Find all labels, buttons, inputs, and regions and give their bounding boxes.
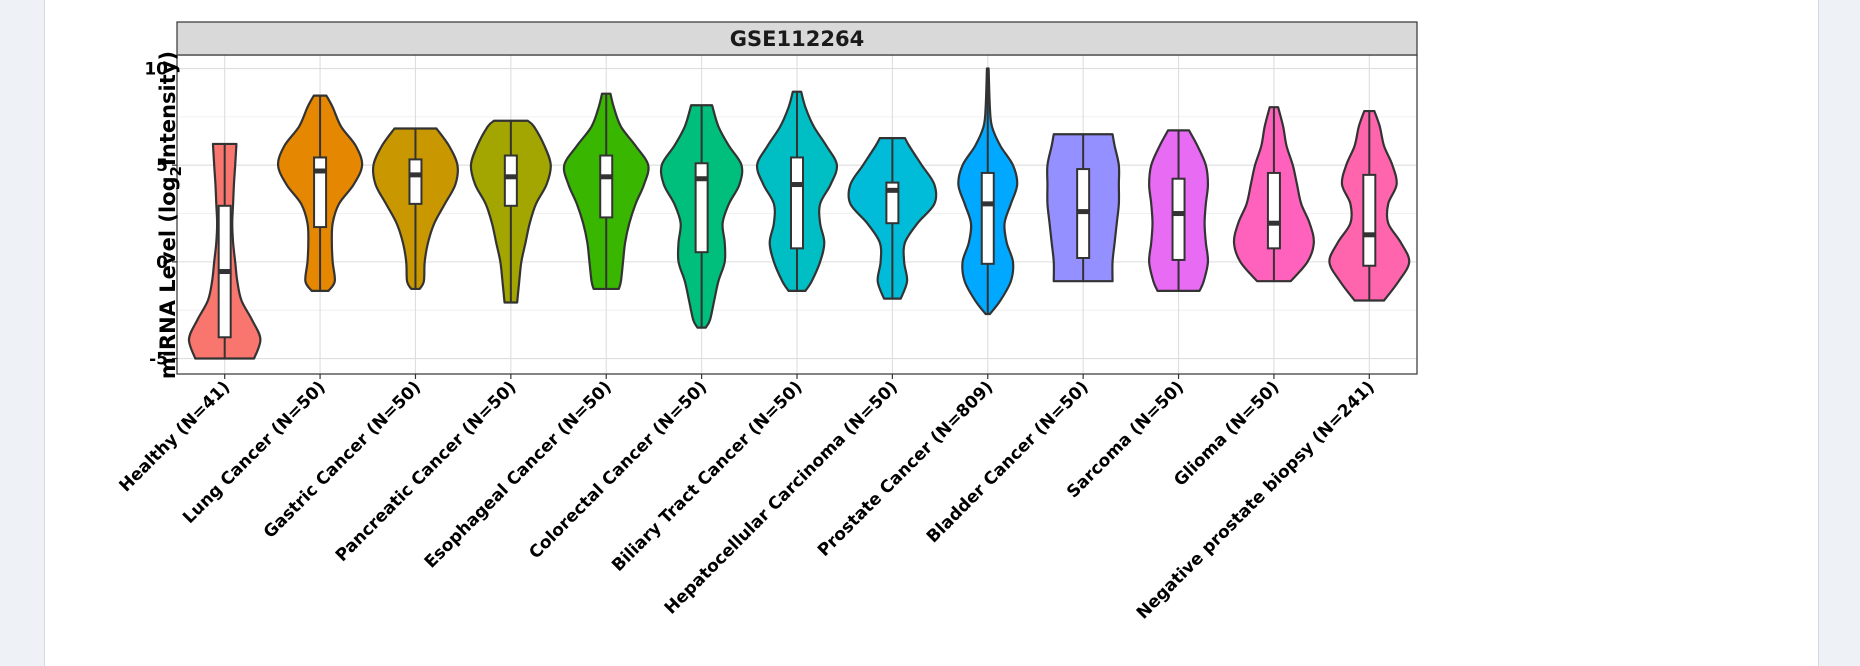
violin-group — [187, 142, 262, 360]
violin-group — [755, 90, 839, 292]
violin-median — [981, 201, 994, 207]
violin-box — [790, 156, 804, 250]
violin-median — [218, 269, 231, 275]
violin-group — [562, 92, 650, 291]
y-axis-title-suffix: Intensity) — [156, 51, 180, 166]
violin-group — [1328, 109, 1411, 302]
violin-group — [957, 67, 1019, 316]
violin-group — [1148, 129, 1210, 292]
violin-box — [1266, 171, 1281, 250]
facet-strip-title: GSE112264 — [730, 27, 864, 51]
violin-median — [314, 168, 327, 174]
y-axis-ticks: -5 0 5 10 — [144, 60, 177, 370]
y-tick-label: 10 — [144, 60, 168, 80]
y-axis-title-prefix: miRNA Level (log — [156, 176, 180, 379]
violin-median — [409, 172, 422, 178]
violin-median — [886, 187, 899, 193]
x-tick-label: Colorectal Cancer (N=50) — [525, 377, 711, 563]
x-tick-label: Biliary Tract Cancer (N=50) — [608, 377, 806, 575]
violin-group — [659, 104, 744, 329]
x-axis-ticks: Healthy (N=41)Lung Cancer (N=50)Gastric … — [115, 374, 1379, 623]
y-axis-title-subscript: 2 — [167, 166, 185, 176]
x-tick-label: Bladder Cancer (N=50) — [923, 377, 1093, 547]
violin-group — [1232, 106, 1315, 283]
violin-box — [980, 171, 995, 265]
violin-median — [600, 174, 613, 180]
violin-group — [371, 127, 459, 291]
y-tick-label: 0 — [156, 253, 168, 273]
violin-box — [408, 158, 423, 205]
violin-group — [847, 137, 938, 300]
violin-median — [1267, 220, 1280, 226]
violin-box — [1362, 173, 1377, 267]
violin-chart: GSE112264 -5 0 5 10 Healthy (N=41)Lung Canc… — [115, 21, 1418, 623]
violin-median — [695, 176, 708, 182]
violin-box — [599, 154, 614, 219]
violin-group — [469, 119, 552, 304]
violin-box — [694, 162, 709, 254]
violin-group — [276, 94, 364, 292]
violins — [187, 67, 1411, 360]
violin-median — [791, 182, 803, 188]
violin-median — [504, 174, 517, 180]
x-tick-label: Gastric Cancer (N=50) — [260, 377, 425, 542]
x-tick-label: Prostate Cancer (N=809) — [814, 377, 997, 560]
x-tick-label: Glioma (N=50) — [1170, 377, 1283, 490]
violin-median — [1363, 232, 1376, 238]
violin-box — [313, 156, 328, 229]
violin-median — [1077, 209, 1090, 215]
figure-panel: GSE112264 -5 0 5 10 Healthy (N=41) Lung Canc… — [44, 0, 1819, 666]
x-tick-label: Esophageal Cancer (N=50) — [421, 377, 616, 572]
facet-strip — [176, 21, 1418, 56]
x-tick-label: Pancreatic Cancer (N=50) — [332, 377, 521, 566]
violin-box — [1171, 177, 1186, 261]
violin-median — [1172, 211, 1185, 217]
y-tick-label: -5 — [149, 350, 168, 370]
violin-group — [1046, 133, 1121, 283]
y-axis-title: miRNA Level (log2Intensity) — [156, 51, 185, 379]
violin-box — [503, 154, 518, 207]
y-tick-label: 5 — [156, 156, 168, 176]
